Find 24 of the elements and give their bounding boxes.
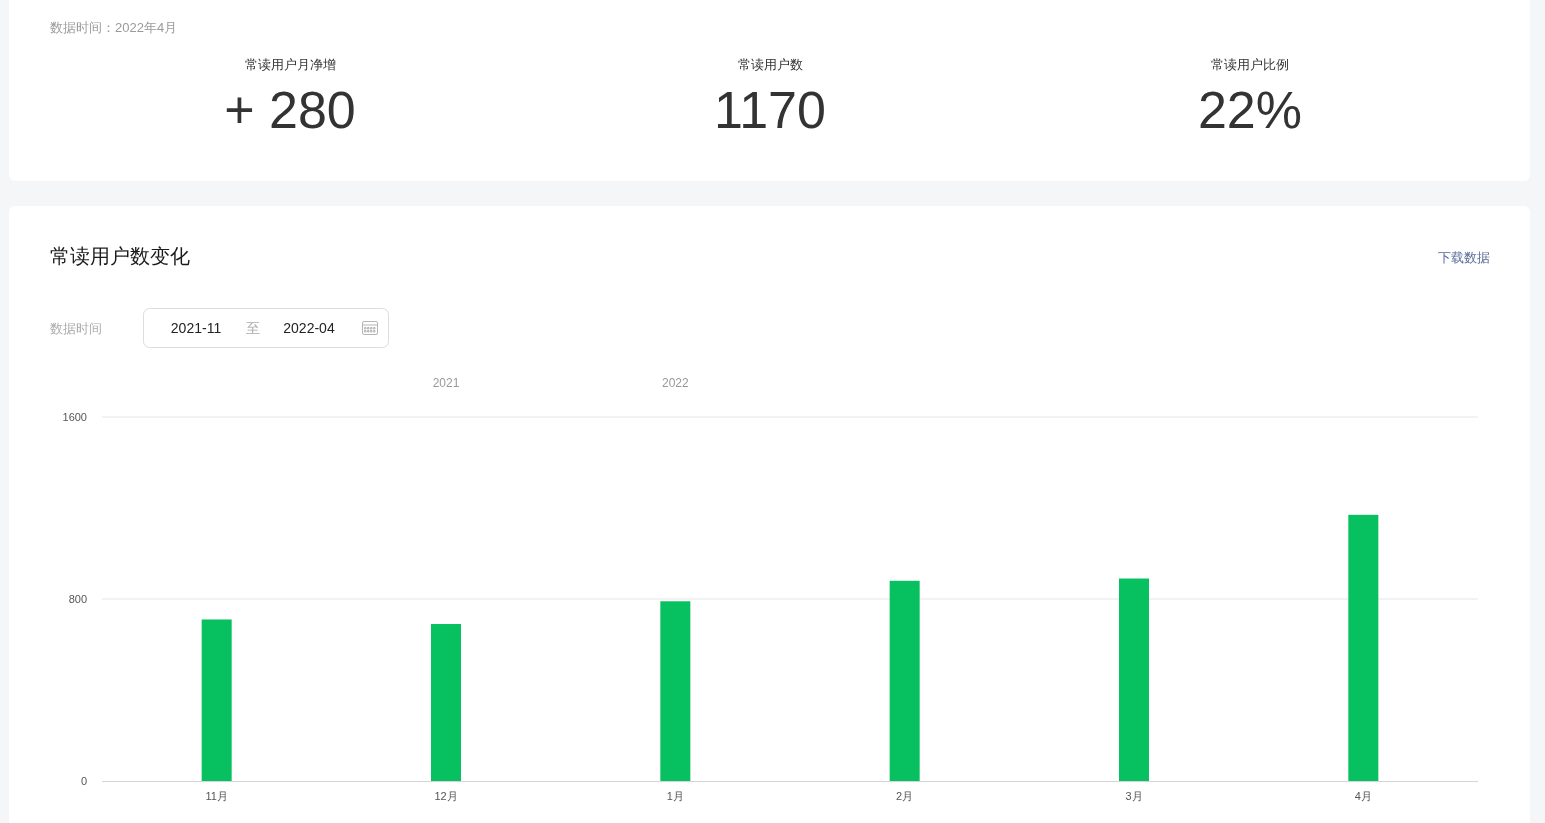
y-tick-label: 0 xyxy=(80,775,87,787)
stat-label: 常读用户数 xyxy=(737,57,803,72)
x-tick-label: 4月 xyxy=(1354,790,1372,802)
stat-label: 常读用户比例 xyxy=(1211,57,1289,72)
stat-value: + 280 xyxy=(224,81,356,139)
x-tick-label: 11月 xyxy=(205,790,228,802)
x-tick-label: 1月 xyxy=(666,790,684,802)
x-tick-label: 3月 xyxy=(1125,790,1143,802)
stat-value: 22% xyxy=(1197,81,1303,139)
stat-label: 常读用户月净增 xyxy=(244,57,336,72)
year-label: 2022 xyxy=(662,376,689,390)
download-link: 下载数据 xyxy=(1438,250,1490,265)
subtitle: 数据时间：2022年4月 xyxy=(50,20,178,35)
year-label: 2021 xyxy=(432,376,460,390)
stat-value: 1170 xyxy=(714,81,826,139)
y-tick-label: 800 xyxy=(68,593,87,605)
title: 常读用户数变化 xyxy=(50,245,190,267)
x-tick-label: 12月 xyxy=(434,790,458,802)
x-tick-label: 2月 xyxy=(896,790,914,802)
date-range-value: 2021-11 xyxy=(170,320,222,336)
y-tick-label: 1600 xyxy=(62,411,87,423)
filter-label: 数据时间 xyxy=(50,321,102,336)
date-range-value: 2022-04 xyxy=(283,320,335,336)
date-range-separator: 至 xyxy=(246,320,260,336)
